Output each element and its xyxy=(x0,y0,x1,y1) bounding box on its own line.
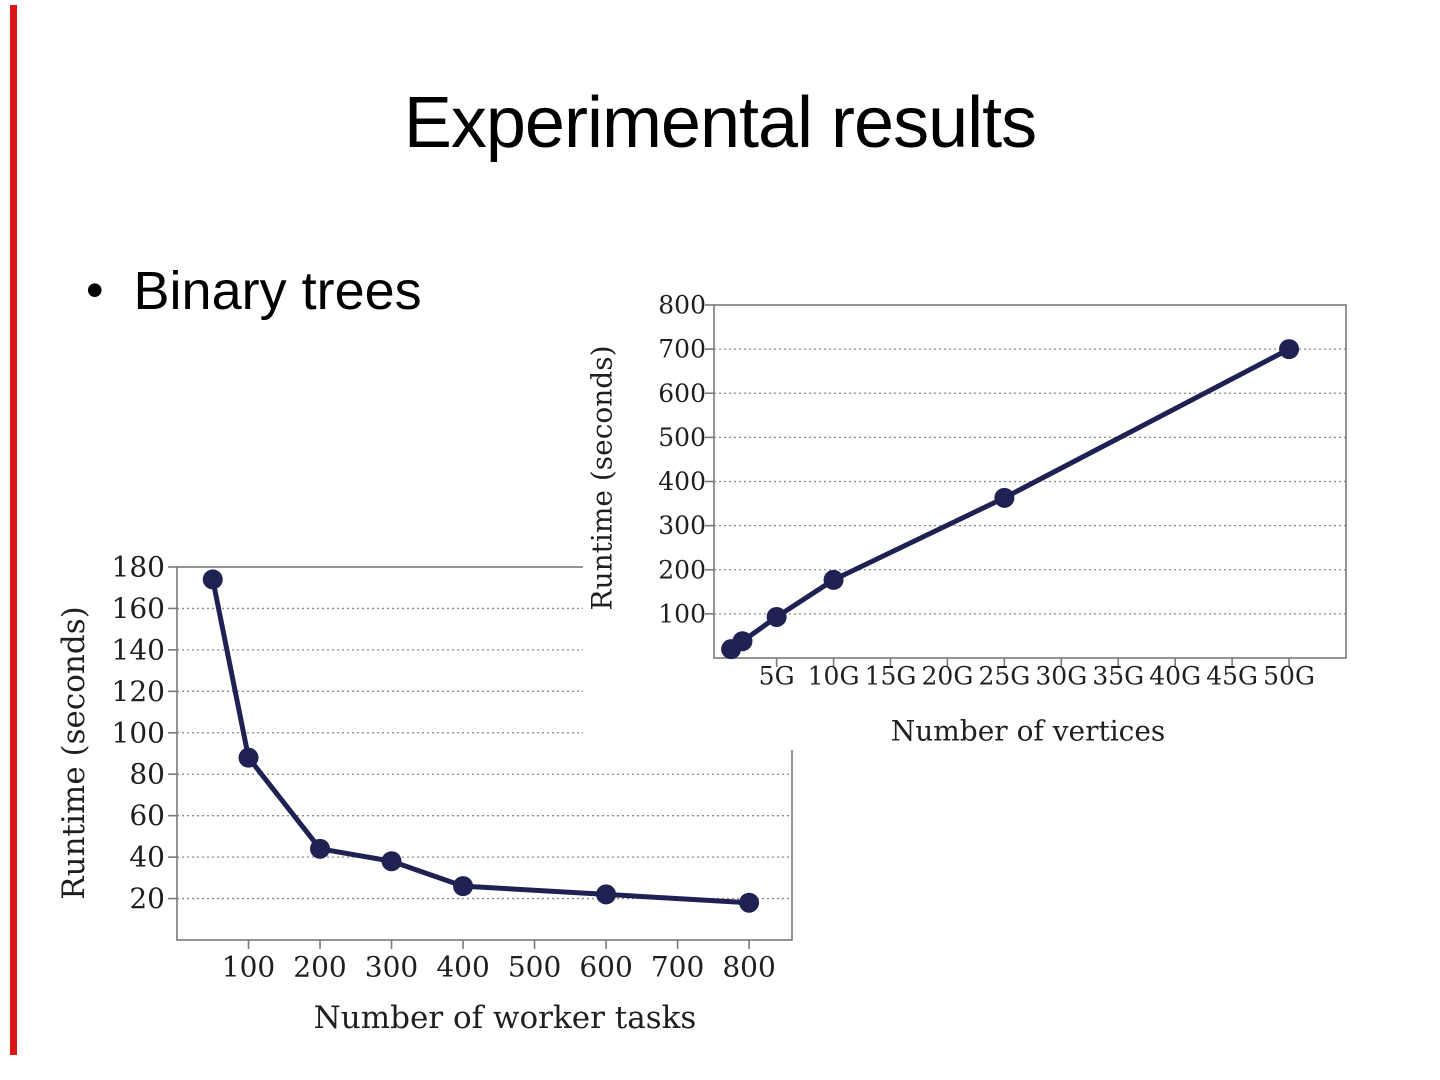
x-tick-label: 35G xyxy=(1092,662,1144,691)
plot-frame xyxy=(176,566,793,941)
accent-bar xyxy=(10,5,17,1055)
x-tick-label: 40G xyxy=(1149,662,1201,691)
x-tick-label: 25G xyxy=(978,662,1030,691)
y-tick-label: 400 xyxy=(658,467,706,496)
y-tick-label: 60 xyxy=(129,799,165,832)
data-point xyxy=(823,569,844,590)
y-tick-label: 600 xyxy=(658,379,706,408)
data-point xyxy=(1279,339,1300,360)
y-tick-label: 140 xyxy=(112,633,165,666)
y-tick-label: 20 xyxy=(129,882,165,915)
y-tick-label: 100 xyxy=(112,716,165,749)
y-tick-label: 80 xyxy=(129,758,165,791)
y-tick-label: 160 xyxy=(112,592,165,625)
x-tick-label: 300 xyxy=(365,951,418,984)
x-tick-label: 45G xyxy=(1206,662,1258,691)
x-tick-label: 10G xyxy=(808,662,860,691)
x-tick-label: 5G xyxy=(759,662,795,691)
bullet-text: Binary trees xyxy=(133,261,422,321)
y-tick-label: 700 xyxy=(658,335,706,364)
y-tick-label: 40 xyxy=(129,841,165,874)
y-axis-label: Runtime (seconds) xyxy=(586,345,619,610)
x-tick-label: 200 xyxy=(293,951,346,984)
data-point xyxy=(381,851,402,872)
y-tick-label: 200 xyxy=(658,555,706,584)
x-tick-label: 50G xyxy=(1263,662,1315,691)
x-tick-label: 15G xyxy=(865,662,917,691)
data-point xyxy=(994,487,1015,508)
bullet-marker-icon: • xyxy=(86,262,104,318)
x-tick-label: 100 xyxy=(222,951,275,984)
data-point xyxy=(596,884,617,905)
y-tick-label: 120 xyxy=(112,675,165,708)
x-axis-label: Number of vertices xyxy=(891,715,1166,748)
x-tick-label: 20G xyxy=(922,662,974,691)
data-point xyxy=(732,631,753,652)
data-point xyxy=(739,892,760,913)
y-tick-label: 180 xyxy=(112,551,165,584)
x-tick-label: 600 xyxy=(579,951,632,984)
y-tick-label: 500 xyxy=(658,423,706,452)
x-tick-label: 30G xyxy=(1035,662,1087,691)
data-point xyxy=(238,747,259,768)
x-tick-label: 500 xyxy=(508,951,561,984)
y-tick-label: 300 xyxy=(658,511,706,540)
data-point xyxy=(202,569,223,590)
page-title: Experimental results xyxy=(403,83,1037,163)
x-tick-label: 800 xyxy=(722,951,775,984)
data-point xyxy=(453,876,474,897)
y-tick-label: 100 xyxy=(658,599,706,628)
x-tick-label: 700 xyxy=(651,951,704,984)
y-tick-label: 800 xyxy=(658,291,706,320)
bullet-item: • Binary trees xyxy=(86,261,422,321)
y-axis-label: Runtime (seconds) xyxy=(56,606,92,899)
data-point xyxy=(310,838,331,859)
x-tick-label: 400 xyxy=(436,951,489,984)
data-point xyxy=(766,606,787,627)
x-axis-label: Number of worker tasks xyxy=(314,1000,697,1036)
